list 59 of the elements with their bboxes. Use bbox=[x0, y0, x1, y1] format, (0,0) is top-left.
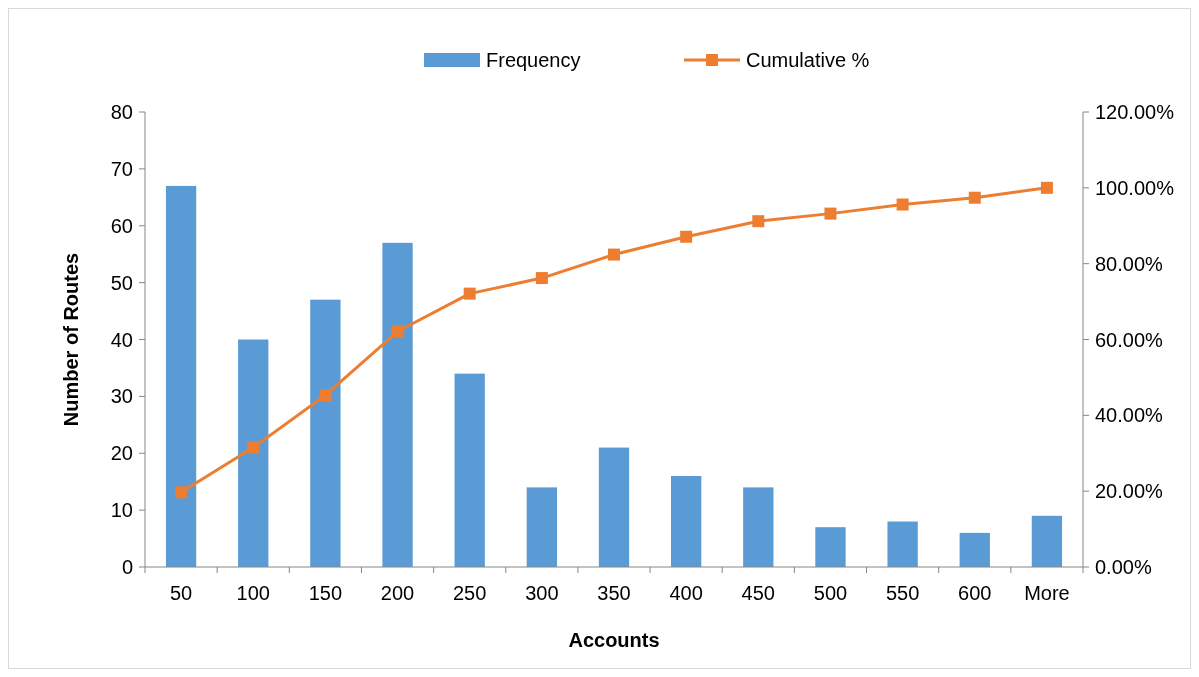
point bbox=[968, 191, 981, 204]
x-tick-label: 100 bbox=[236, 582, 270, 604]
point bbox=[824, 207, 837, 220]
point bbox=[896, 198, 909, 211]
bar bbox=[165, 185, 197, 567]
y-axis-title: Number of Routes bbox=[60, 252, 82, 427]
y2-tick-label: 80.00% bbox=[1095, 252, 1164, 275]
x-tick-label: 200 bbox=[380, 582, 415, 604]
x-tick-label: More bbox=[1024, 582, 1070, 604]
point bbox=[319, 389, 332, 402]
point bbox=[463, 287, 476, 300]
x-tick-label: 350 bbox=[597, 582, 631, 604]
point bbox=[535, 272, 548, 285]
x-tick-label: 600 bbox=[958, 582, 992, 604]
x-tick-label: 250 bbox=[453, 582, 487, 604]
bar bbox=[598, 447, 630, 567]
legend-label: Cumulative % bbox=[746, 49, 870, 71]
legend-label: Frequency bbox=[486, 49, 581, 71]
point bbox=[680, 230, 693, 243]
y2-tick-label: 120.00% bbox=[1095, 101, 1175, 123]
bar bbox=[526, 487, 557, 567]
y-tick-label: 0 bbox=[121, 556, 133, 578]
bar bbox=[454, 373, 485, 567]
bar bbox=[887, 521, 918, 567]
x-tick-label: 450 bbox=[741, 582, 775, 604]
y-tick-label: 50 bbox=[110, 271, 133, 294]
bar bbox=[238, 339, 269, 567]
point bbox=[608, 248, 620, 261]
x-tick-label: 300 bbox=[525, 582, 559, 604]
bar bbox=[815, 527, 846, 567]
bar bbox=[382, 242, 413, 567]
point bbox=[391, 325, 404, 338]
point bbox=[1040, 181, 1053, 194]
bar bbox=[743, 487, 774, 567]
y-tick-label: 10 bbox=[110, 499, 133, 522]
x-tick-label: 50 bbox=[169, 582, 193, 604]
y2-tick-label: 20.00% bbox=[1095, 480, 1164, 503]
y-tick-label: 60 bbox=[110, 214, 133, 237]
point bbox=[175, 486, 188, 499]
bar bbox=[1031, 515, 1063, 567]
x-tick-label: 550 bbox=[885, 582, 920, 604]
y-tick-label: 20 bbox=[110, 442, 133, 465]
x-tick-label: 400 bbox=[669, 582, 703, 604]
y2-tick-label: 60.00% bbox=[1095, 328, 1164, 351]
x-tick-label: 150 bbox=[308, 582, 343, 604]
y-tick-label: 70 bbox=[110, 157, 133, 180]
y2-tick-label: 0.00% bbox=[1095, 556, 1152, 578]
y-tick-label: 40 bbox=[110, 328, 133, 351]
x-tick-label: 500 bbox=[813, 582, 848, 604]
point bbox=[247, 441, 260, 454]
y-tick-label: 30 bbox=[110, 385, 133, 408]
bar bbox=[310, 299, 341, 567]
y-tick-label: 80 bbox=[110, 101, 133, 123]
x-axis-title: Accounts bbox=[568, 629, 660, 651]
y2-tick-label: 100.00% bbox=[1095, 176, 1175, 199]
bar bbox=[959, 532, 990, 567]
point bbox=[752, 215, 765, 228]
bar bbox=[671, 476, 702, 567]
y2-tick-label: 40.00% bbox=[1095, 404, 1164, 427]
